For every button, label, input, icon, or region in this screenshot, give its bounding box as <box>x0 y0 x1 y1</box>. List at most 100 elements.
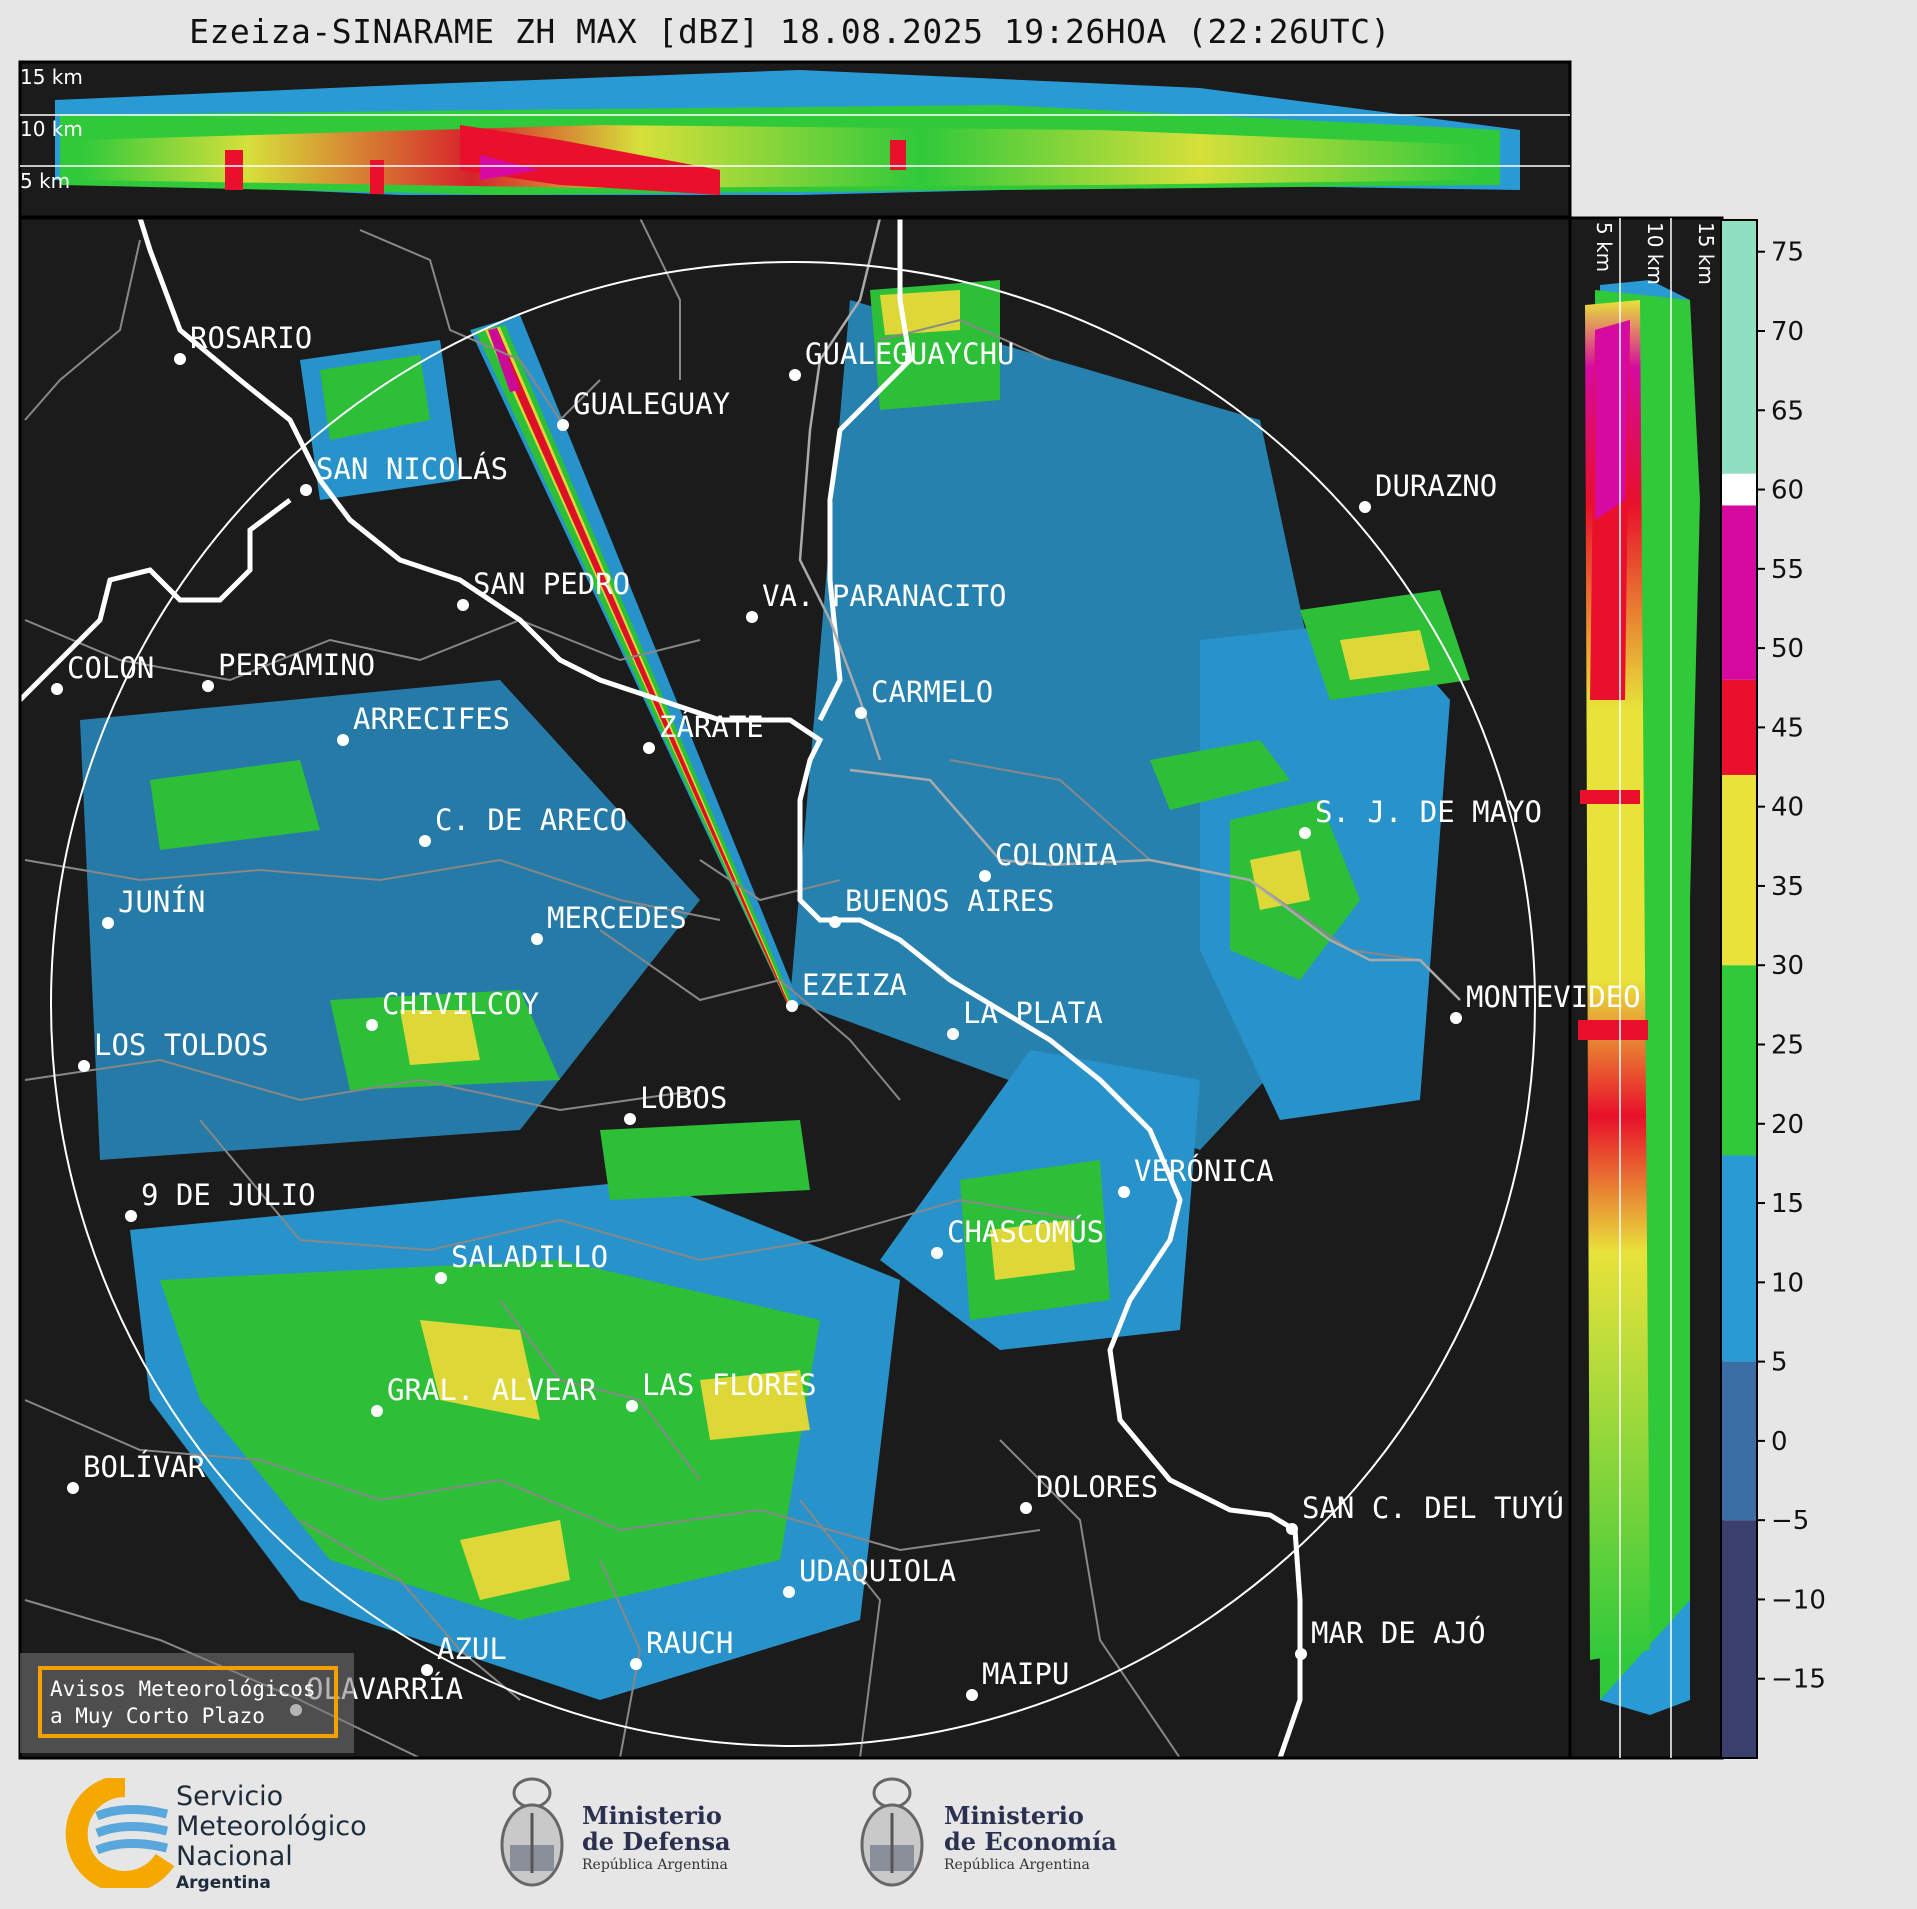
city-label: COLONIA <box>995 838 1117 872</box>
city-label: GUALEGUAY <box>573 387 730 421</box>
city-label: DURAZNO <box>1375 469 1497 503</box>
city-chascomus: CHASCOMÚS <box>931 1215 1104 1259</box>
colorbar-block <box>1721 505 1757 680</box>
city-label: GUALEGUAYCHU <box>805 337 1015 371</box>
city-label: BUENOS AIRES <box>845 884 1055 918</box>
smn-logo-text: Servicio Meteorológico Nacional Argentin… <box>176 1782 367 1894</box>
city-junin: JUNÍN <box>102 885 205 929</box>
economia-logo-text: Ministerio de Economía República Argenti… <box>944 1803 1117 1875</box>
city-durazno: DURAZNO <box>1359 469 1497 513</box>
colorbar-tick-label: 45 <box>1771 713 1804 743</box>
smn-line-1: Servicio <box>176 1781 284 1812</box>
warning-link-box[interactable]: Avisos Meteorológicos a Muy Corto Plazo <box>38 1666 338 1738</box>
colorbar-tick-label: 30 <box>1771 951 1804 981</box>
colorbar-tick-label: 50 <box>1771 634 1804 664</box>
city-label: LOBOS <box>640 1081 727 1115</box>
colorbar-block <box>1721 473 1757 506</box>
city-va-paranacito: VA. PARANACITO <box>746 579 1006 623</box>
smn-line-4: Argentina <box>176 1873 271 1893</box>
city-ezeiza: EZEIZA <box>786 968 907 1012</box>
colorbar-tick-label: 55 <box>1771 555 1804 585</box>
city-label: PERGAMINO <box>218 648 375 682</box>
warning-line-2: a Muy Corto Plazo <box>50 1704 265 1728</box>
city-buenos-aires: BUENOS AIRES <box>829 884 1055 928</box>
city-dolores: DOLORES <box>1020 1470 1158 1514</box>
city-label: ROSARIO <box>190 321 312 355</box>
colorbar-tick-label: 25 <box>1771 1030 1804 1060</box>
colorbar-tick-label: 75 <box>1771 238 1804 268</box>
city-saladillo: SALADILLO <box>435 1240 608 1284</box>
city-san-c-del-tuyu: SAN C. DEL TUYÚ <box>1286 1491 1564 1535</box>
economia-line-3: República Argentina <box>944 1857 1090 1873</box>
city-gualeguay: GUALEGUAY <box>557 387 730 431</box>
city-lobos: LOBOS <box>624 1081 727 1125</box>
city-label: 9 DE JULIO <box>141 1178 316 1212</box>
defensa-line-3: República Argentina <box>582 1857 728 1873</box>
city-label: MAR DE AJÓ <box>1311 1616 1486 1650</box>
city-label: UDAQUIOLA <box>799 1554 956 1588</box>
colorbar-tick-label: −10 <box>1771 1585 1826 1615</box>
city-label: MERCEDES <box>547 901 687 935</box>
city-label: CHIVILCOY <box>382 987 539 1021</box>
economia-line-1: Ministerio <box>944 1801 1084 1830</box>
city-pergamino: PERGAMINO <box>202 648 375 692</box>
colorbar-block <box>1721 1361 1757 1521</box>
colorbar-block <box>1721 965 1757 1156</box>
city-mar-de-ajo: MAR DE AJÓ <box>1295 1616 1486 1660</box>
city-montevideo: MONTEVIDEO <box>1450 980 1641 1024</box>
city-maipu: MAIPU <box>966 1657 1069 1701</box>
top-height-label-15: 15 km <box>20 65 83 89</box>
city-label: AZUL <box>437 1632 507 1666</box>
city-los-toldos: LOS TOLDOS <box>78 1028 269 1072</box>
city-azul: AZUL <box>421 1632 507 1676</box>
city-mercedes: MERCEDES <box>531 901 687 945</box>
top-height-label-5: 5 km <box>20 169 70 193</box>
colorbar-blocks <box>1721 220 1757 1758</box>
side-height-label-5: 5 km <box>1592 222 1616 272</box>
city-san-nicolas: SAN NICOLÁS <box>300 452 508 496</box>
city-label: S. J. DE MAYO <box>1315 795 1542 829</box>
colorbar-tick-label: 70 <box>1771 317 1804 347</box>
city-label: ZÁRATE <box>659 710 764 744</box>
city-c-de-areco: C. DE ARECO <box>419 803 627 847</box>
city-veronica: VERÓNICA <box>1118 1154 1274 1198</box>
colorbar-tick-label: 35 <box>1771 872 1804 902</box>
uruguay-borders <box>798 218 1461 1001</box>
colorbar-tick-label: 60 <box>1771 476 1804 506</box>
defensa-line-2: de Defensa <box>582 1827 731 1856</box>
city-san-pedro: SAN PEDRO <box>457 567 630 611</box>
city-colon: COLON <box>51 651 154 695</box>
city-markers: ROSARIO GUALEGUAYCHU GUALEGUAY SAN NICOL… <box>51 321 1641 1716</box>
economia-line-2: de Economía <box>944 1827 1117 1856</box>
colorbar-block <box>1721 220 1757 474</box>
city-chivilcoy: CHIVILCOY <box>366 987 539 1031</box>
city-label: VERÓNICA <box>1134 1154 1274 1188</box>
colorbar-tick-label: 20 <box>1771 1110 1804 1140</box>
city-label: COLON <box>67 651 154 685</box>
city-label: GRAL. ALVEAR <box>387 1373 597 1407</box>
city-label: DOLORES <box>1036 1470 1158 1504</box>
coat-of-arms-economia-icon <box>860 1777 924 1887</box>
defensa-logo-text: Ministerio de Defensa República Argentin… <box>582 1803 731 1875</box>
city-label: LOS TOLDOS <box>94 1028 269 1062</box>
city-bolivar: BOLÍVAR <box>67 1450 206 1494</box>
city-label: LA PLATA <box>963 996 1103 1030</box>
city-label: SAN C. DEL TUYÚ <box>1302 1491 1564 1525</box>
city-zarate: ZÁRATE <box>643 710 764 754</box>
city-9-de-julio: 9 DE JULIO <box>125 1178 316 1222</box>
smn-line-3: Nacional <box>176 1841 293 1872</box>
city-label: SALADILLO <box>451 1240 608 1274</box>
radar-map: ROSARIO GUALEGUAYCHU GUALEGUAY SAN NICOL… <box>18 216 1641 1760</box>
city-rauch: RAUCH <box>630 1626 733 1670</box>
top-height-label-10: 10 km <box>20 117 83 141</box>
city-label: VA. PARANACITO <box>762 579 1006 613</box>
colorbar-block <box>1721 1520 1757 1758</box>
city-label: ARRECIFES <box>353 702 510 736</box>
city-label: JUNÍN <box>118 885 205 919</box>
top-height-panel: 15 km 10 km 5 km <box>18 60 1572 219</box>
city-las-flores: LAS FLORES <box>626 1368 817 1412</box>
side-height-label-15: 15 km <box>1694 222 1718 285</box>
defensa-line-1: Ministerio <box>582 1801 722 1830</box>
